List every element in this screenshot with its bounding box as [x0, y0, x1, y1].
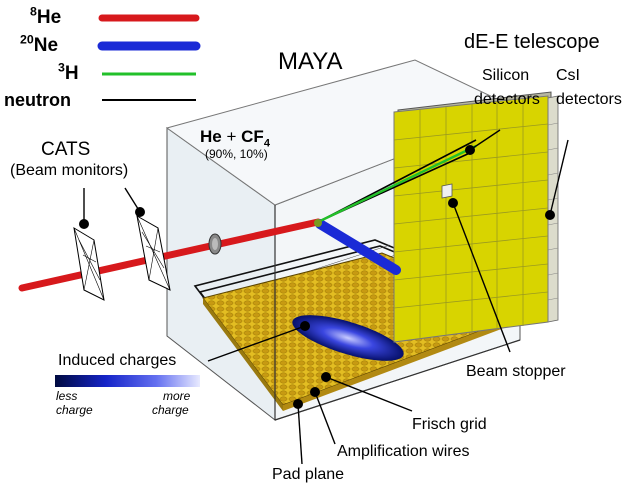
beam-stopper: [441, 183, 453, 199]
amplification-wires-label: Amplification wires: [337, 443, 470, 460]
gas-mixture-label: He + CF4: [200, 127, 270, 150]
entrance-window: [208, 233, 222, 255]
induced-charge-track: [292, 315, 404, 361]
beam-track-8he: [18, 218, 322, 292]
triton-track-3h: [317, 144, 477, 224]
de-e-telescope: [393, 91, 559, 343]
gas-ratio-label: (90%, 10%): [205, 147, 268, 161]
silicon-label-2: detectors: [474, 91, 540, 108]
silicon-label-1: Silicon: [482, 67, 530, 84]
less-charge-label-1: less: [56, 389, 78, 403]
particle-tracks: [18, 139, 477, 292]
legend-label-8he: 8He: [30, 4, 62, 28]
cats-label: CATS: [41, 139, 91, 160]
charge-colorbar: [55, 375, 200, 387]
more-charge-label-2: charge: [152, 403, 189, 417]
chamber-front-edges: [274, 205, 521, 421]
recoil-track-20ne: [315, 219, 401, 275]
frisch-grid-label: Frisch grid: [412, 416, 487, 433]
more-charge-label-1: more: [163, 389, 191, 403]
cats-monitor: [73, 227, 105, 301]
csi-detectors: [547, 95, 559, 323]
legend-label-3h: 3H: [58, 60, 79, 84]
csi-label-1: CsI: [556, 67, 580, 84]
callout-dots: [79, 145, 555, 409]
induced-charges-label: Induced charges: [58, 352, 177, 369]
callout-pointers: [83, 129, 569, 465]
cats-sublabel: (Beam monitors): [10, 162, 129, 179]
beam-stopper-label: Beam stopper: [466, 363, 566, 380]
telescope-label: dE-E telescope: [464, 31, 600, 53]
csi-label-2: detectors: [556, 91, 622, 108]
less-charge-label-2: charge: [56, 403, 93, 417]
legend-label-20ne: 20Ne: [20, 32, 59, 56]
legend-lines: [97, 14, 201, 101]
diagram-title: MAYA: [278, 48, 343, 75]
legend-label-neutron: neutron: [4, 90, 71, 110]
pad-plane-label: Pad plane: [272, 466, 345, 483]
silicon-detectors: [393, 95, 549, 343]
cats-beam-monitors: [73, 215, 171, 301]
cats-monitor: [136, 215, 171, 291]
